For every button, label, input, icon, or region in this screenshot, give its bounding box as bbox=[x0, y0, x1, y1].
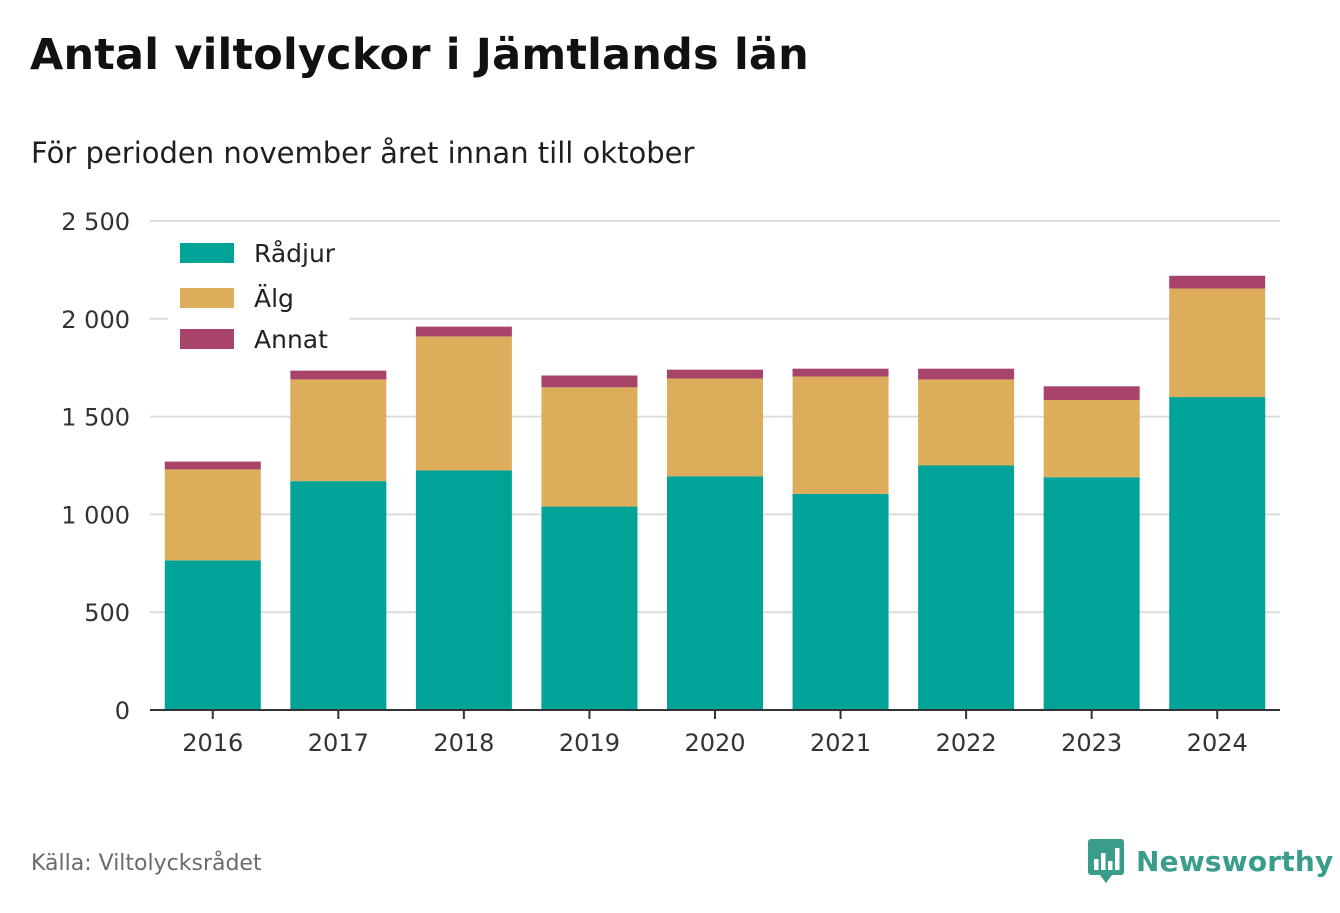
y-tick-label: 1 500 bbox=[61, 404, 130, 432]
bar-segment bbox=[290, 379, 387, 482]
y-tick-label: 0 bbox=[115, 697, 130, 725]
bar-segment bbox=[415, 470, 512, 710]
bar-segment bbox=[1169, 288, 1266, 398]
x-tick-label: 2019 bbox=[559, 729, 620, 757]
bar-segment bbox=[541, 387, 638, 507]
legend-label: Älg bbox=[254, 284, 294, 313]
bar-segment bbox=[164, 469, 261, 561]
legend-swatch bbox=[180, 243, 234, 263]
chart-subtitle: För perioden november året innan till ok… bbox=[31, 136, 695, 170]
bar-segment bbox=[541, 375, 638, 388]
legend-swatch bbox=[180, 329, 234, 349]
bar-chart-speech-bubble-icon bbox=[1088, 839, 1124, 883]
bar-segment bbox=[1043, 386, 1140, 400]
legend-label: Rådjur bbox=[254, 239, 336, 268]
x-tick-label: 2020 bbox=[684, 729, 745, 757]
bar-segment bbox=[164, 560, 261, 710]
bar-segment bbox=[415, 336, 512, 471]
bar-segment bbox=[667, 378, 763, 477]
chart-title: Antal viltolyckor i Jämtlands län bbox=[30, 30, 809, 80]
y-tick-label: 500 bbox=[84, 599, 130, 627]
bar-segment bbox=[667, 369, 763, 379]
bar-segment bbox=[290, 481, 387, 710]
bar-segment bbox=[1043, 399, 1140, 478]
x-tick-label: 2024 bbox=[1187, 729, 1248, 757]
x-tick-label: 2018 bbox=[433, 729, 494, 757]
brand-logo: Newsworthy bbox=[1088, 838, 1333, 884]
bar-segment bbox=[792, 493, 889, 710]
legend-swatch bbox=[180, 288, 234, 308]
x-tick-label: 2017 bbox=[308, 729, 369, 757]
x-tick-label: 2023 bbox=[1061, 729, 1122, 757]
legend-label: Annat bbox=[254, 325, 328, 354]
bar-segment bbox=[164, 461, 261, 470]
bar-segment bbox=[918, 368, 1015, 380]
bar-segment bbox=[415, 326, 512, 337]
x-tick-label: 2022 bbox=[936, 729, 997, 757]
x-tick-label: 2016 bbox=[182, 729, 243, 757]
y-tick-label: 2 500 bbox=[61, 208, 130, 236]
y-tick-label: 1 000 bbox=[61, 501, 130, 529]
bar-segment bbox=[290, 370, 387, 380]
bar-segment bbox=[667, 476, 763, 710]
bar-segment bbox=[792, 368, 889, 377]
brand-name: Newsworthy bbox=[1136, 844, 1334, 878]
bar-segment bbox=[918, 379, 1015, 466]
x-tick-label: 2021 bbox=[810, 729, 871, 757]
y-tick-label: 2 000 bbox=[61, 306, 130, 334]
bar-segment bbox=[1169, 275, 1266, 289]
bar-segment bbox=[541, 506, 638, 710]
bar-segment bbox=[918, 465, 1015, 710]
bar-segment bbox=[792, 376, 889, 494]
source-note: Källa: Viltolycksrådet bbox=[31, 851, 262, 876]
bar-segment bbox=[1043, 477, 1140, 710]
bar-segment bbox=[1169, 397, 1266, 710]
